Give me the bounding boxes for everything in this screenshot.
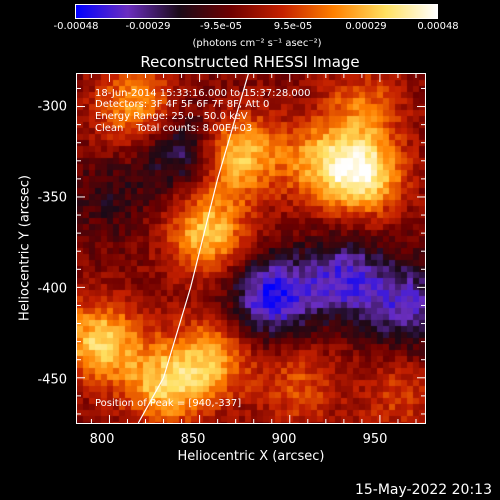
colorbar-tick-label: 0.00048 (417, 21, 459, 32)
info-total-counts: Clean Total counts: 8.00E+03 (95, 123, 253, 134)
colorbar (75, 4, 438, 19)
colorbar-tick-label: -9.5e-05 (200, 21, 242, 32)
y-tick-label: -300 (37, 99, 67, 115)
heatmap-image (77, 74, 425, 423)
colorbar-tick-label: -0.00029 (125, 21, 171, 32)
info-energy-range: Energy Range: 25.0 - 50.0 keV (95, 111, 248, 122)
y-tick-label: -350 (37, 190, 67, 206)
info-detectors: Detectors: 3F 4F 5F 6F 7F 8F, Att 0 (95, 99, 270, 110)
x-tick-label: 800 (89, 432, 115, 447)
y-tick-label: -400 (37, 281, 67, 297)
peak-position: Position of Peak = [940,-337] (95, 398, 242, 409)
y-axis-label: Heliocentric Y (arcsec) (17, 175, 33, 321)
y-tick-label: -450 (37, 372, 67, 388)
x-axis-label: Heliocentric X (arcsec) (177, 449, 325, 464)
colorbar-tick-label: -0.00048 (53, 21, 99, 32)
timestamp: 15-May-2022 20:13 (354, 482, 492, 498)
x-tick-label: 900 (271, 432, 297, 447)
x-tick-label: 950 (362, 432, 388, 447)
chart-title: Reconstructed RHESSI Image (140, 53, 360, 71)
colorbar-tick-label: 9.5e-05 (273, 21, 313, 32)
info-time-range: 18-Jun-2014 15:33:16.000 to 15:37:28.000 (95, 88, 311, 99)
colorbar-unit: (photons cm⁻² s⁻¹ asec⁻²) (192, 38, 322, 49)
plot-area: 18-Jun-2014 15:33:16.000 to 15:37:28.000… (76, 73, 426, 424)
colorbar-tick-label: 0.00029 (345, 21, 387, 32)
x-tick-label: 850 (180, 432, 206, 447)
